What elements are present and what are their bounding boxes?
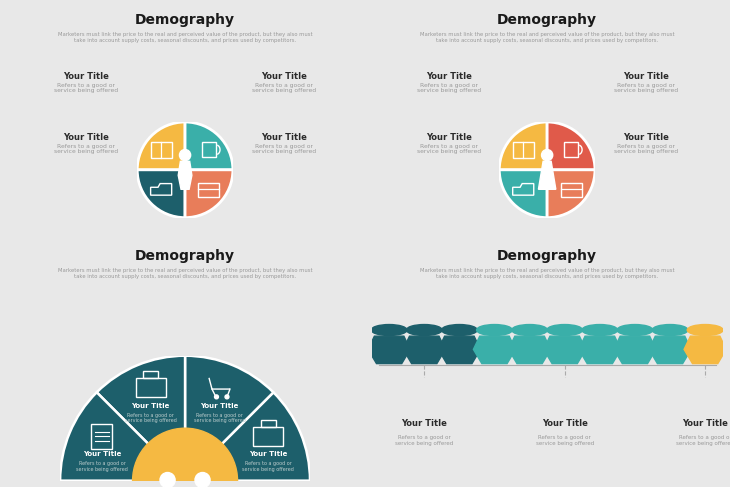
Text: Your Title: Your Title	[64, 133, 110, 142]
Text: Refers to a good or
service being offered: Refers to a good or service being offere…	[55, 82, 118, 94]
Text: Your Title: Your Title	[623, 73, 669, 81]
Circle shape	[652, 324, 688, 336]
Wedge shape	[185, 393, 310, 481]
Circle shape	[617, 324, 653, 336]
Circle shape	[542, 150, 553, 161]
Text: Your Title: Your Title	[623, 133, 669, 142]
Circle shape	[372, 324, 407, 336]
Polygon shape	[438, 336, 480, 364]
Circle shape	[407, 324, 442, 336]
Wedge shape	[499, 170, 548, 218]
Text: Refers to a good or
service being offered: Refers to a good or service being offere…	[614, 82, 677, 94]
Text: Your Title: Your Title	[64, 73, 110, 81]
Text: Your Title: Your Title	[82, 451, 121, 457]
Text: Your Title: Your Title	[131, 403, 170, 409]
Text: Refers to a good or
service being offered: Refers to a good or service being offere…	[242, 461, 294, 472]
Wedge shape	[60, 393, 185, 481]
Circle shape	[547, 324, 583, 336]
Polygon shape	[579, 336, 621, 364]
Wedge shape	[185, 122, 233, 170]
Text: Your Title: Your Title	[402, 418, 447, 428]
Circle shape	[512, 324, 548, 336]
Text: Your Title: Your Title	[200, 403, 239, 409]
Text: Your Title: Your Title	[261, 133, 307, 142]
Wedge shape	[96, 356, 185, 481]
Text: Your Title: Your Title	[249, 451, 288, 457]
Text: Refers to a good or
service being offered: Refers to a good or service being offere…	[55, 144, 118, 154]
Text: Refers to a good or
service being offered: Refers to a good or service being offere…	[252, 144, 315, 154]
Text: Marketers must link the price to the real and perceived value of the product, bu: Marketers must link the price to the rea…	[58, 268, 312, 279]
Text: Marketers must link the price to the real and perceived value of the product, bu: Marketers must link the price to the rea…	[420, 268, 675, 279]
Wedge shape	[548, 170, 595, 218]
Wedge shape	[185, 170, 233, 218]
Circle shape	[160, 472, 175, 487]
Text: Demography: Demography	[497, 13, 597, 27]
Wedge shape	[137, 170, 185, 218]
Circle shape	[582, 324, 618, 336]
Wedge shape	[548, 122, 595, 170]
Circle shape	[180, 150, 191, 161]
Wedge shape	[499, 122, 548, 170]
Text: Marketers must link the price to the real and perceived value of the product, bu: Marketers must link the price to the rea…	[58, 32, 312, 43]
Text: Your Title: Your Title	[426, 73, 472, 81]
Text: Demography: Demography	[135, 249, 235, 263]
Polygon shape	[539, 161, 556, 189]
Text: Your Title: Your Title	[261, 73, 307, 81]
Text: Your Title: Your Title	[683, 418, 728, 428]
Polygon shape	[614, 336, 656, 364]
Text: Refers to a good or
service being offered: Refers to a good or service being offere…	[252, 82, 315, 94]
Polygon shape	[649, 336, 691, 364]
Polygon shape	[368, 336, 410, 364]
Text: Your Title: Your Title	[542, 418, 588, 428]
Polygon shape	[403, 336, 445, 364]
Circle shape	[442, 324, 477, 336]
Text: Refers to a good or
service being offered: Refers to a good or service being offere…	[676, 435, 730, 446]
Circle shape	[477, 324, 512, 336]
Circle shape	[195, 472, 210, 487]
Circle shape	[215, 395, 218, 399]
Polygon shape	[178, 161, 192, 189]
Polygon shape	[684, 336, 726, 364]
Circle shape	[133, 428, 237, 487]
Polygon shape	[544, 336, 585, 364]
Text: Refers to a good or
service being offered: Refers to a good or service being offere…	[193, 412, 245, 423]
Text: Refers to a good or
service being offered: Refers to a good or service being offere…	[125, 412, 177, 423]
Wedge shape	[185, 356, 274, 481]
Text: Refers to a good or
service being offered: Refers to a good or service being offere…	[417, 144, 480, 154]
Text: Demography: Demography	[497, 249, 597, 263]
Polygon shape	[473, 336, 515, 364]
Text: Your Title: Your Title	[426, 133, 472, 142]
Text: Marketers must link the price to the real and perceived value of the product, bu: Marketers must link the price to the rea…	[420, 32, 675, 43]
Text: Refers to a good or
service being offered: Refers to a good or service being offere…	[417, 82, 480, 94]
Wedge shape	[137, 122, 185, 170]
Text: Refers to a good or
service being offered: Refers to a good or service being offere…	[395, 435, 453, 446]
Circle shape	[225, 395, 229, 399]
Polygon shape	[509, 336, 550, 364]
Text: Refers to a good or
service being offered: Refers to a good or service being offere…	[76, 461, 128, 472]
Text: Refers to a good or
service being offered: Refers to a good or service being offere…	[614, 144, 677, 154]
Circle shape	[687, 324, 723, 336]
Text: Refers to a good or
service being offered: Refers to a good or service being offere…	[536, 435, 593, 446]
Text: Demography: Demography	[135, 13, 235, 27]
